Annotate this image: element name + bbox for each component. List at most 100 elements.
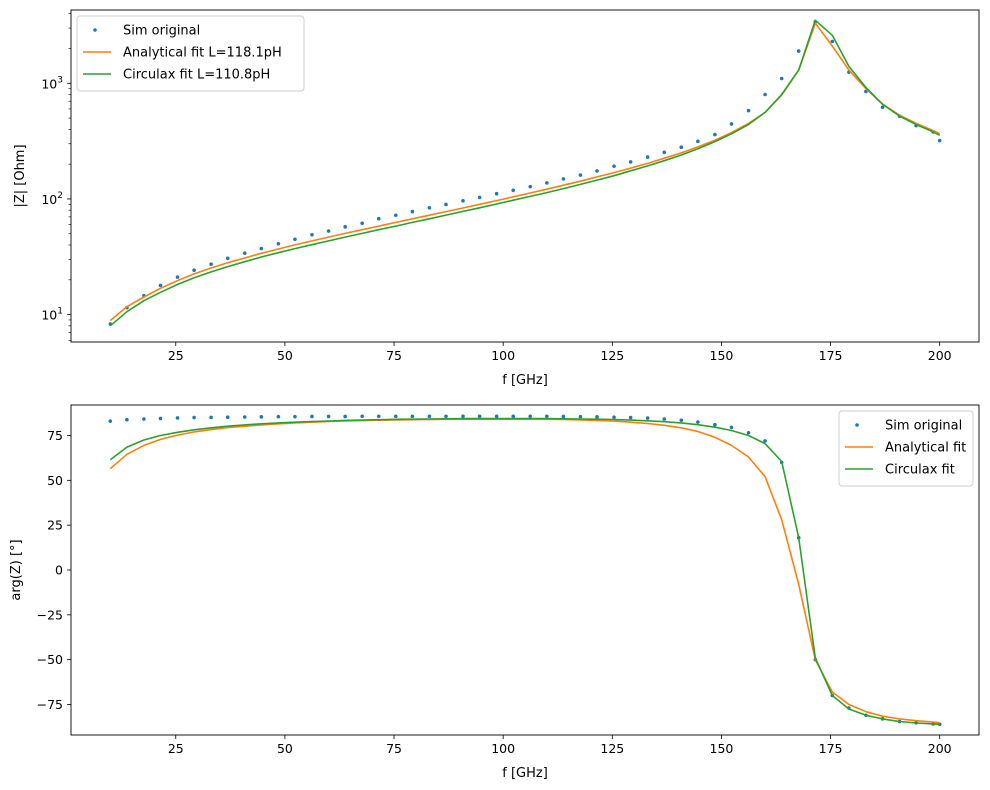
legend-box bbox=[76, 15, 305, 92]
x-tick-label: 25 bbox=[168, 348, 184, 363]
data-point bbox=[276, 241, 281, 246]
data-point bbox=[326, 229, 331, 233]
plot-data bbox=[108, 414, 942, 727]
data-point bbox=[628, 160, 633, 164]
x-tick-label: 25 bbox=[168, 741, 184, 756]
y-tick-label: 101 bbox=[41, 307, 63, 323]
data-point bbox=[376, 414, 381, 419]
data-point bbox=[108, 419, 113, 423]
data-point bbox=[713, 132, 717, 137]
data-point bbox=[225, 256, 230, 261]
y-tick-label: 50 bbox=[47, 473, 63, 488]
series-1-points bbox=[108, 414, 942, 727]
data-point bbox=[561, 414, 566, 419]
x-axis-label: f [GHz] bbox=[502, 766, 548, 781]
data-point bbox=[376, 216, 381, 221]
data-point bbox=[679, 418, 684, 423]
data-point bbox=[343, 414, 347, 419]
data-point bbox=[209, 415, 213, 420]
axes-frame bbox=[70, 9, 980, 343]
data-point bbox=[310, 414, 314, 419]
data-point bbox=[645, 155, 650, 159]
data-point bbox=[662, 150, 667, 155]
x-tick-label: 150 bbox=[710, 348, 734, 363]
y-tick-label: 0 bbox=[55, 563, 63, 578]
legend-marker bbox=[855, 423, 859, 427]
data-point bbox=[175, 416, 180, 420]
x-axis-label: f [GHz] bbox=[502, 373, 548, 388]
legend-entry: Circulax fit L=110.8pH bbox=[123, 68, 270, 83]
legend-entry: Circulax fit bbox=[885, 463, 955, 478]
data-point bbox=[830, 39, 835, 44]
series-3-line bbox=[109, 417, 940, 725]
legend-entry: Analytical fit L=118.1pH bbox=[123, 46, 282, 61]
data-point bbox=[310, 232, 314, 237]
x-tick-label: 75 bbox=[386, 741, 402, 756]
data-point bbox=[696, 420, 700, 424]
data-point bbox=[612, 164, 616, 168]
y-tick-label: 75 bbox=[47, 428, 63, 443]
x-tick-label: 200 bbox=[928, 348, 952, 363]
chart-panel-1: 25 50 75 100 125 150 175 200 101 102 103 f [GHz] |Z|… bbox=[13, 9, 980, 388]
legend-box bbox=[838, 410, 974, 487]
data-point bbox=[444, 414, 448, 419]
data-point bbox=[578, 173, 583, 177]
data-point bbox=[729, 122, 734, 126]
data-point bbox=[360, 414, 364, 419]
data-point bbox=[645, 416, 650, 420]
data-point bbox=[343, 225, 347, 229]
data-point bbox=[175, 275, 180, 279]
data-point bbox=[511, 188, 516, 193]
data-point bbox=[158, 416, 163, 421]
data-point bbox=[545, 181, 549, 185]
data-point bbox=[796, 49, 801, 53]
data-point bbox=[595, 169, 599, 173]
data-point bbox=[746, 430, 751, 435]
data-point bbox=[293, 237, 297, 242]
data-point bbox=[477, 195, 482, 200]
data-point bbox=[729, 425, 734, 430]
data-point bbox=[360, 221, 364, 226]
legend-entry: Sim original bbox=[123, 24, 200, 39]
x-tick-label: 175 bbox=[819, 348, 843, 363]
data-point bbox=[259, 246, 264, 251]
data-point bbox=[461, 414, 465, 419]
data-point bbox=[679, 145, 684, 150]
data-point bbox=[713, 422, 717, 427]
data-point bbox=[612, 415, 616, 419]
legend-entry: Sim original bbox=[885, 419, 962, 434]
data-point bbox=[142, 417, 146, 421]
data-point bbox=[511, 414, 516, 419]
data-point bbox=[937, 138, 942, 143]
y-tick-label: −75 bbox=[37, 697, 63, 712]
data-point bbox=[595, 415, 599, 419]
y-tick-label: 102 bbox=[41, 191, 63, 207]
x-tick-label: 200 bbox=[928, 741, 952, 756]
y-tick-label: −25 bbox=[37, 607, 63, 622]
x-tick-label: 150 bbox=[710, 741, 734, 756]
data-point bbox=[242, 415, 247, 419]
x-tick-label: 125 bbox=[600, 348, 624, 363]
x-tick-label: 100 bbox=[491, 741, 515, 756]
data-point bbox=[427, 205, 432, 210]
data-point bbox=[259, 415, 264, 419]
x-tick-label: 175 bbox=[819, 741, 843, 756]
data-point bbox=[763, 92, 767, 97]
y-axis-label: arg(Z) [°] bbox=[9, 539, 24, 600]
data-point bbox=[276, 414, 281, 419]
x-tick-label: 50 bbox=[277, 741, 293, 756]
series-2-line bbox=[109, 418, 940, 724]
data-point bbox=[561, 177, 566, 181]
data-point bbox=[662, 417, 667, 421]
y-tick-label: −50 bbox=[37, 652, 63, 667]
data-point bbox=[461, 198, 465, 203]
x-tick-label: 125 bbox=[600, 741, 624, 756]
data-point bbox=[528, 414, 533, 419]
data-point bbox=[158, 283, 163, 288]
legend-marker bbox=[93, 28, 97, 32]
x-tick-label: 75 bbox=[386, 348, 402, 363]
x-tick-label: 50 bbox=[277, 348, 293, 363]
plot-data bbox=[108, 19, 942, 327]
data-point bbox=[578, 414, 583, 419]
data-point bbox=[225, 415, 230, 419]
